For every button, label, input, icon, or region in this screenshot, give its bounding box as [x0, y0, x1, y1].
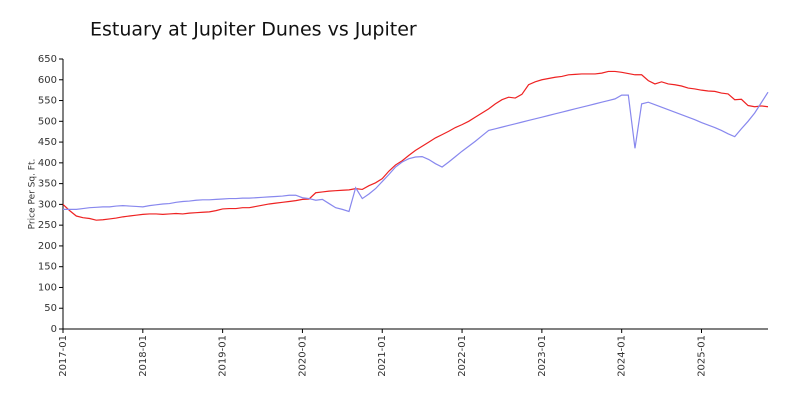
y-tick-label: 650 [38, 54, 57, 65]
y-tick-label: 50 [44, 303, 57, 314]
x-tick-label: 2024-01 [617, 335, 628, 377]
y-tick-label: 400 [38, 158, 57, 169]
y-tick-label: 350 [38, 179, 57, 190]
y-tick-label: 200 [38, 241, 57, 252]
x-tick-label: 2025-01 [696, 335, 707, 377]
y-tick-label: 600 [38, 75, 57, 86]
y-tick-label: 450 [38, 137, 57, 148]
x-tick-label: 2023-01 [537, 335, 548, 377]
series-line [63, 91, 769, 213]
x-tick-label: 2022-01 [457, 335, 468, 377]
x-tick-label: 2019-01 [218, 335, 229, 377]
x-tick-label: 2018-01 [138, 335, 149, 377]
y-tick-label: 0 [51, 324, 57, 335]
y-tick-label: 550 [38, 96, 57, 107]
y-tick-label: 150 [38, 262, 57, 273]
y-tick-label: 250 [38, 220, 57, 231]
x-tick-label: 2017-01 [58, 335, 69, 377]
chart-title: Estuary at Jupiter Dunes vs Jupiter [90, 19, 417, 41]
y-tick-label: 500 [38, 116, 57, 127]
y-tick-label: 100 [38, 282, 57, 293]
x-tick-label: 2020-01 [297, 335, 308, 377]
y-axis-label: Price Per Sq. Ft. [28, 159, 38, 230]
x-tick-label: 2021-01 [377, 335, 388, 377]
series-line [62, 70, 769, 221]
y-tick-label: 300 [38, 199, 57, 210]
